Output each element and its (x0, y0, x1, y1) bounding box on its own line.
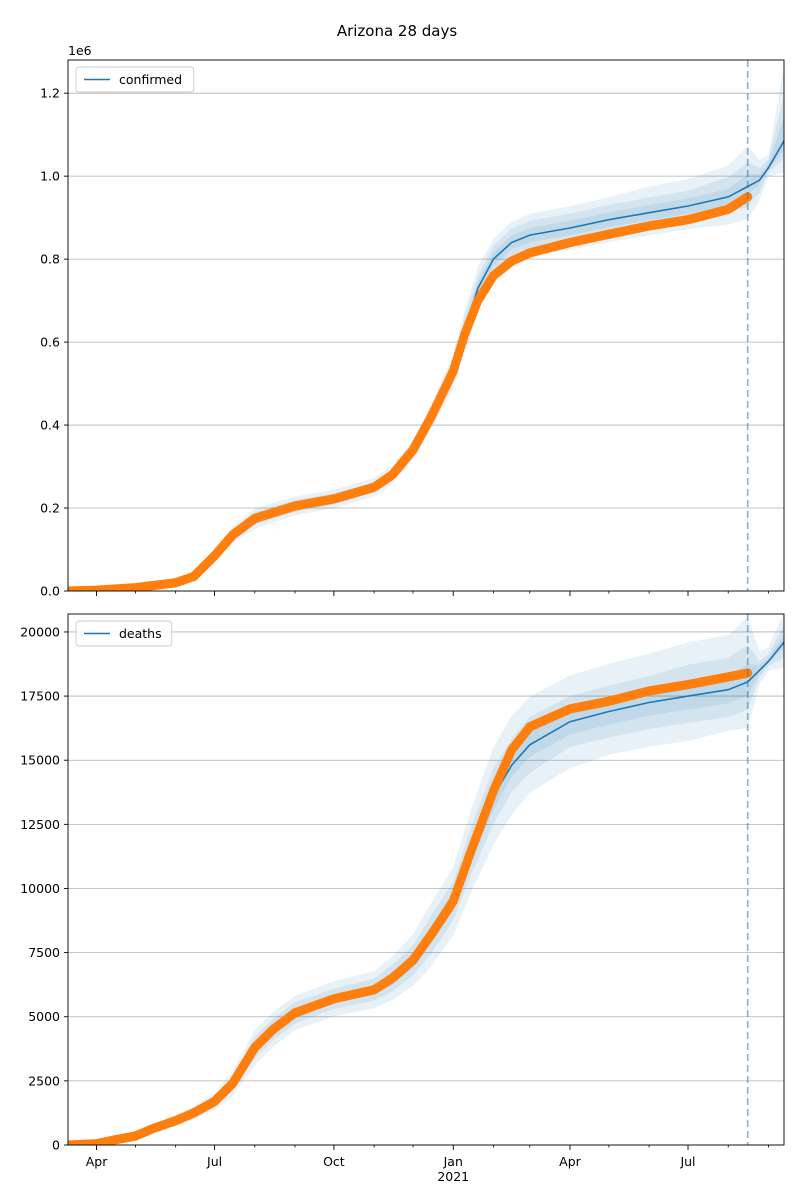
uncertainty-band (68, 64, 784, 591)
y-tick-label: 1.0 (40, 169, 60, 184)
y-tick-label: 5000 (28, 1009, 60, 1024)
uncertainty-band (68, 95, 784, 591)
legend-label: deaths (119, 626, 162, 641)
y-offset-label: 1e6 (68, 43, 92, 58)
y-tick-label: 0.8 (40, 252, 60, 267)
x-tick-label: Jul (679, 1154, 695, 1169)
deaths-panel: 0 2500 5000 7500 10000 12500 15000 17500 20000 de… (20, 613, 785, 1153)
plot-frame (67, 613, 785, 1146)
uncertainty-band (68, 614, 784, 1145)
y-tick-label: 17500 (20, 689, 60, 704)
observed-points (68, 192, 753, 591)
y-tick-label: 12500 (20, 817, 60, 832)
y-tick-label: 0.0 (40, 584, 60, 599)
y-tick-label: 15000 (20, 753, 60, 768)
confirmed-panel: 0.0 0.2 0.4 0.6 0.8 1.0 1.2 1e6 confirmed (40, 43, 785, 599)
x-tick-label: Jul (206, 1154, 222, 1169)
observed-points (68, 668, 753, 1145)
x-axis: Apr Jul Oct Jan Apr Jul 2021 (86, 1154, 696, 1184)
y-tick-label: 10000 (20, 881, 60, 896)
y-tick-label: 20000 (20, 624, 60, 639)
chart-title: Arizona 28 days (337, 22, 458, 40)
x-tick-label: Apr (86, 1154, 108, 1169)
y-tick-label: 0 (52, 1138, 60, 1153)
model-line (68, 140, 784, 591)
legend-box (75, 66, 195, 93)
x-tick-label: Apr (559, 1154, 581, 1169)
y-tick-label: 7500 (28, 945, 60, 960)
plot-frame (67, 59, 785, 592)
legend-box (75, 620, 173, 647)
y-tick-label: 0.6 (40, 335, 60, 350)
legend: deaths (75, 620, 173, 647)
y-tick-label: 2500 (28, 1073, 60, 1088)
legend: confirmed (75, 66, 195, 93)
x-tick-label: Oct (323, 1154, 345, 1169)
y-tick-label: 0.2 (40, 501, 60, 516)
y-tick-label: 1.2 (40, 86, 60, 101)
x-year-label: 2021 (437, 1169, 469, 1184)
uncertainty-band (68, 634, 784, 1145)
x-tick-label: Jan (443, 1154, 463, 1169)
legend-label: confirmed (119, 72, 182, 87)
y-tick-label: 0.4 (40, 418, 60, 433)
